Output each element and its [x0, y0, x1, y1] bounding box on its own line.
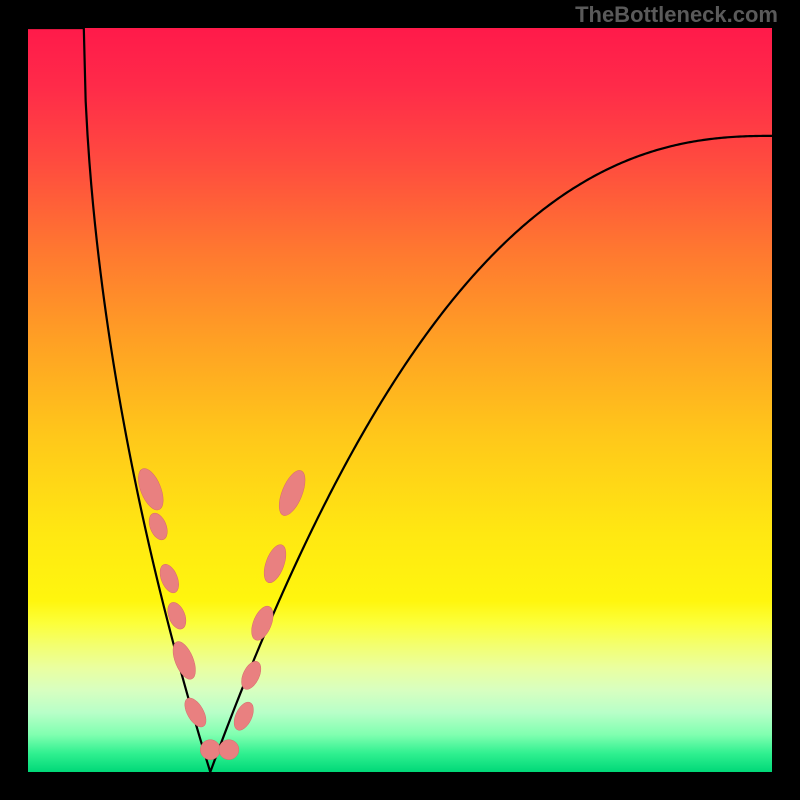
curve-marker: [219, 740, 239, 760]
curve-marker: [247, 603, 277, 643]
curve-marker: [200, 740, 220, 760]
curve-marker: [274, 467, 311, 519]
chart-container: TheBottleneck.com: [0, 0, 800, 800]
curve-marker: [230, 699, 257, 733]
bottleneck-curve-layer: [28, 28, 772, 772]
curve-marker: [260, 542, 291, 586]
curve-marker: [133, 465, 168, 513]
watermark-text: TheBottleneck.com: [575, 2, 778, 28]
plot-area: [28, 28, 772, 772]
bottleneck-curve: [28, 28, 772, 772]
curve-marker: [146, 511, 171, 543]
